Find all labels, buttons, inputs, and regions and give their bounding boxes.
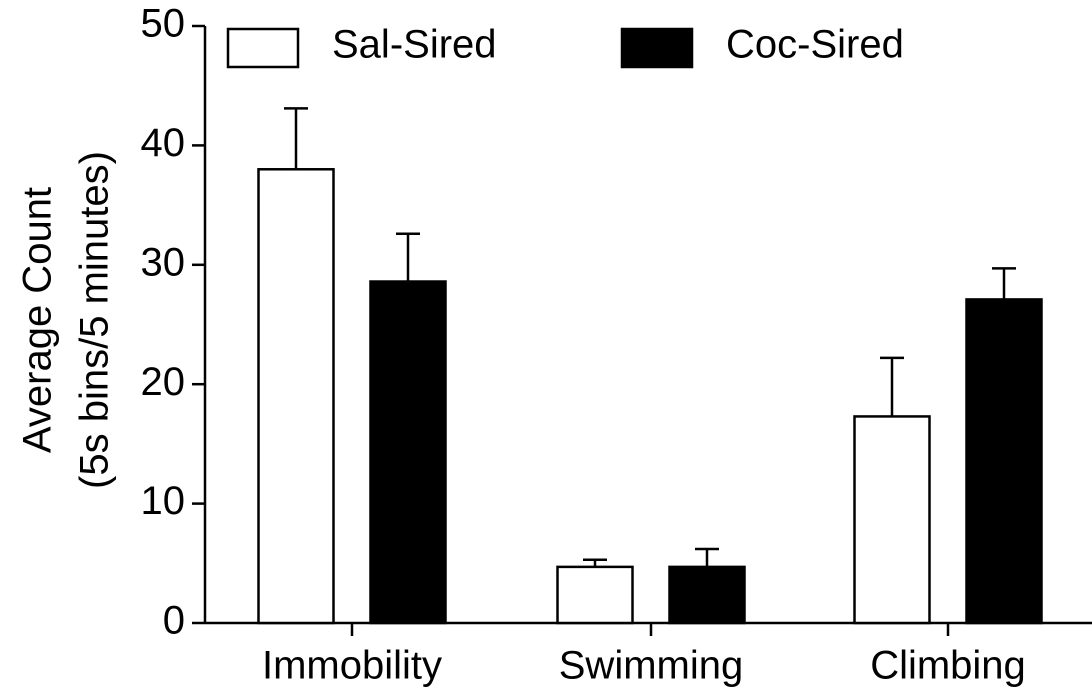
legend-swatch (226, 27, 300, 69)
bar (257, 168, 335, 625)
y-tick-label: 0 (163, 599, 185, 643)
y-tick-label: 50 (141, 2, 186, 46)
bar (369, 280, 447, 625)
legend-label: Sal-Sired (332, 23, 497, 67)
legend-label: Coc-Sired (726, 23, 904, 67)
x-tick-label: Immobility (262, 644, 442, 688)
bar (853, 415, 931, 625)
y-tick-label: 10 (141, 479, 186, 523)
y-axis-label: (5s bins/5 minutes) (73, 151, 117, 489)
y-tick-label: 30 (141, 240, 186, 284)
y-tick-label: 40 (141, 121, 186, 165)
bar (668, 565, 746, 625)
bar (965, 298, 1043, 625)
x-tick-label: Climbing (870, 644, 1026, 688)
bar (556, 565, 634, 625)
legend-swatch (620, 27, 694, 69)
y-axis-label: Average Count (16, 187, 60, 453)
x-tick-label: Swimming (559, 644, 743, 688)
y-tick-label: 20 (141, 360, 186, 404)
